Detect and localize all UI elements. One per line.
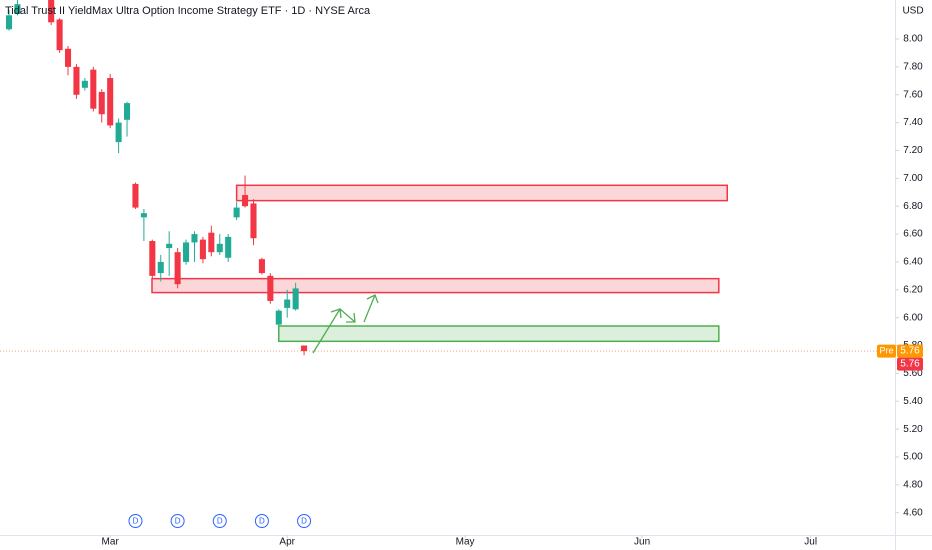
dividend-marker [170,514,185,528]
pre-price-badge [897,344,923,358]
candle-body [115,122,122,143]
candle-body [64,48,72,67]
candle-body [81,80,88,88]
candle-body [225,236,232,258]
y-tick-label: 4.80 [903,479,923,490]
y-tick-label: 6.80 [903,201,923,212]
y-tick-label: 7.20 [903,145,923,156]
candle-body [199,239,206,260]
currency-label: USD [902,6,923,17]
candle-body [216,243,223,253]
dividend-marker [297,514,312,528]
candle-body [250,203,257,239]
candle-body [208,232,215,253]
pre-badge-label: Pre [879,345,893,355]
y-tick-label: 7.00 [903,173,923,184]
x-tick-label: Apr [279,537,295,548]
candle-body [183,242,190,262]
dividend-marker [128,514,143,528]
last-price-badge [897,357,923,371]
last-price-label: 5.76 [900,359,920,370]
candle-body [48,0,55,23]
x-tick-label: Jul [804,537,817,548]
y-tick-label: 7.60 [903,89,923,100]
candle-body [56,19,63,51]
candle-body [301,345,308,352]
arrow-line [339,308,356,323]
y-tick-label: 7.80 [903,62,923,73]
candle-body [191,234,198,243]
candle-body [174,252,181,285]
arrow-line [312,308,341,354]
candle-body [292,288,299,310]
y-tick-label: 8.00 [903,34,923,45]
y-tick-label: 5.60 [903,368,923,379]
y-tick-label: 5.00 [903,452,923,463]
candle-body [90,69,97,109]
dividend-label: D [217,517,223,526]
y-tick-label: 6.60 [903,229,923,240]
dividend-marker [212,514,227,528]
candle-body [149,241,156,276]
dividend-label: D [175,517,181,526]
candle-body [124,103,131,120]
candle-body [14,4,21,14]
y-tick-label: 5.20 [903,424,923,435]
pre-price-label: 5.76 [900,346,920,357]
candle-body [166,243,173,248]
pre-badge [877,344,896,358]
y-tick-label: 5.40 [903,396,923,407]
candle-body [5,15,13,30]
y-tick-label: 6.40 [903,257,923,268]
candle-body [267,275,274,301]
candle-body [242,195,249,207]
x-tick-label: Mar [102,537,120,548]
y-tick-label: 7.40 [903,117,923,128]
zone [278,325,720,343]
arrow-head [366,294,379,304]
zone [151,277,720,294]
candle-body [157,261,164,274]
candle-body [107,78,114,126]
dividend-marker [254,514,269,528]
x-tick-label: Jun [634,537,650,548]
y-tick-label: 4.60 [903,507,923,518]
candle-body [73,66,80,95]
candle-body [233,207,240,218]
candle-body [140,213,147,218]
candle-body [258,259,265,274]
dividend-label: D [133,517,139,526]
candle-body [132,183,139,208]
dividend-label: D [259,517,265,526]
dividend-label: D [301,517,307,526]
zone [235,184,728,202]
candle-body [98,91,105,115]
y-tick-label: 6.20 [903,284,923,295]
y-tick-label: 6.00 [903,312,923,323]
arrow-line [363,294,376,323]
chart-title: Tidal Trust II YieldMax Ultra Option Inc… [5,5,371,17]
x-tick-label: May [456,537,475,548]
drawn-arrows [312,294,379,354]
candle-body [284,299,291,308]
arrow-head [346,312,356,323]
candle-body [275,310,282,325]
